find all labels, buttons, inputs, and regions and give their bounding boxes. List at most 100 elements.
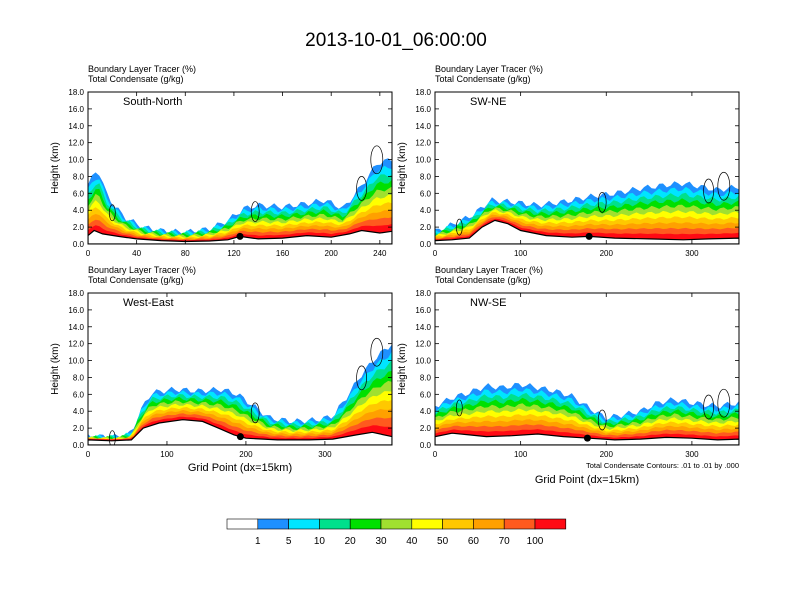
- colorbar: 1 5 10 20 30 40 50 60 70 100: [226, 518, 567, 547]
- condensate-contour: [250, 201, 260, 222]
- colorbar-swatch-6: [411, 518, 443, 530]
- y-tick-label: 4.0: [73, 407, 85, 416]
- condensate-contour: [108, 430, 116, 445]
- field-title-tracer: Boundary Layer Tracer (%): [88, 64, 196, 74]
- panel-west-east: Boundary Layer Tracer (%)Total Condensat…: [50, 265, 393, 474]
- x-tick-label: 200: [600, 249, 614, 258]
- y-tick-label: 16.0: [415, 306, 431, 315]
- colorbar-swatch-0: [226, 518, 259, 530]
- panel-nw-se: Boundary Layer Tracer (%)Total Condensat…: [397, 265, 740, 486]
- y-tick-label: 6.0: [73, 189, 85, 198]
- x-tick-label: 300: [318, 450, 332, 459]
- condensate-contour: [717, 171, 731, 201]
- y-tick-label: 2.0: [420, 223, 432, 232]
- plot-frame: [87, 292, 393, 446]
- x-tick-label: 80: [181, 249, 190, 258]
- y-tick-label: 6.0: [420, 390, 432, 399]
- condensate-contours: [455, 388, 731, 431]
- x-tick-label: 0: [86, 450, 91, 459]
- colorbar-label: 50: [437, 536, 449, 547]
- condensate-contours: [455, 171, 731, 236]
- condensate-contour: [717, 388, 731, 418]
- y-tick-label: 2.0: [73, 223, 85, 232]
- condensate-contour: [250, 402, 260, 424]
- y-tick-label: 14.0: [68, 122, 84, 131]
- field-title-tracer: Boundary Layer Tracer (%): [88, 265, 196, 275]
- y-tick-label: 4.0: [73, 206, 85, 215]
- x-tick-label: 240: [373, 249, 387, 258]
- y-tick-label: 12.0: [415, 139, 431, 148]
- location-marker: [236, 232, 244, 240]
- y-tick-label: 0.0: [73, 441, 85, 450]
- y-tick-label: 14.0: [68, 323, 84, 332]
- colorbar-label: 20: [345, 536, 357, 547]
- x-tick-label: 100: [514, 450, 528, 459]
- colorbar-swatch-2: [288, 518, 320, 530]
- plot-frame: [87, 91, 393, 245]
- tracer-level-30: [88, 380, 392, 444]
- condensate-contour: [356, 175, 367, 201]
- colorbar-swatch-10: [534, 518, 567, 530]
- field-title-condensate: Total Condensate (g/kg): [435, 74, 531, 84]
- panels-layer: Boundary Layer Tracer (%)Total Condensat…: [50, 64, 740, 486]
- condensate-contours: [108, 337, 384, 445]
- y-axis-label: Height (km): [50, 142, 61, 194]
- y-tick-label: 8.0: [420, 172, 432, 181]
- plot-frame: [434, 91, 740, 245]
- field-title-tracer: Boundary Layer Tracer (%): [435, 265, 543, 275]
- colorbar-swatch-8: [473, 518, 505, 530]
- x-tick-label: 160: [276, 249, 290, 258]
- colorbar-label: 100: [527, 536, 544, 547]
- x-tick-label: 200: [239, 450, 253, 459]
- y-tick-label: 16.0: [68, 306, 84, 315]
- plot-frame: [434, 292, 740, 446]
- field-title-condensate: Total Condensate (g/kg): [88, 275, 184, 285]
- colorbar-swatch-3: [319, 518, 351, 530]
- panel-label: South-North: [123, 96, 182, 108]
- colorbar-swatch-1: [257, 518, 289, 530]
- x-tick-label: 0: [433, 249, 438, 258]
- field-title-condensate: Total Condensate (g/kg): [88, 74, 184, 84]
- y-tick-label: 18.0: [415, 88, 431, 97]
- field-title-condensate: Total Condensate (g/kg): [435, 275, 531, 285]
- y-tick-label: 16.0: [68, 105, 84, 114]
- condensate-contour: [703, 394, 714, 420]
- condensate-contour: [597, 409, 607, 431]
- colorbar-label: 10: [314, 536, 326, 547]
- y-tick-label: 4.0: [420, 206, 432, 215]
- y-tick-label: 14.0: [415, 122, 431, 131]
- y-tick-label: 6.0: [73, 390, 85, 399]
- x-tick-label: 100: [514, 249, 528, 258]
- y-axis-label: Height (km): [50, 343, 61, 395]
- y-tick-label: 10.0: [68, 357, 84, 366]
- x-tick-label: 100: [160, 450, 174, 459]
- y-tick-label: 10.0: [415, 156, 431, 165]
- colorbar-label: 30: [375, 536, 387, 547]
- condensate-contour: [455, 218, 463, 236]
- x-axis-label: Grid Point (dx=15km): [535, 474, 639, 486]
- tracer-level-50: [88, 400, 392, 444]
- colorbar-label: 70: [499, 536, 511, 547]
- panel-label: SW-NE: [470, 96, 506, 108]
- y-tick-label: 16.0: [415, 105, 431, 114]
- colorbar-swatch-4: [349, 518, 382, 530]
- contour-note: Total Condensate Contours: .01 to .01 by…: [586, 461, 739, 470]
- condensate-contour: [597, 191, 607, 213]
- y-tick-label: 0.0: [420, 240, 432, 249]
- colorbar-swatch-7: [442, 518, 474, 530]
- colorbar-label: 60: [468, 536, 480, 547]
- colorbar-swatch-5: [380, 518, 413, 530]
- tracer-level-40: [88, 391, 392, 444]
- field-title-tracer: Boundary Layer Tracer (%): [435, 64, 543, 74]
- location-marker: [236, 433, 244, 441]
- y-tick-label: 12.0: [415, 340, 431, 349]
- x-tick-label: 200: [600, 450, 614, 459]
- condensate-contours: [108, 145, 384, 222]
- condensate-contour: [108, 204, 116, 222]
- y-axis-label: Height (km): [397, 343, 408, 395]
- x-tick-label: 200: [325, 249, 339, 258]
- x-axis-label: Grid Point (dx=15km): [188, 462, 292, 474]
- x-tick-label: 300: [685, 249, 699, 258]
- panel-label: NW-SE: [470, 297, 506, 309]
